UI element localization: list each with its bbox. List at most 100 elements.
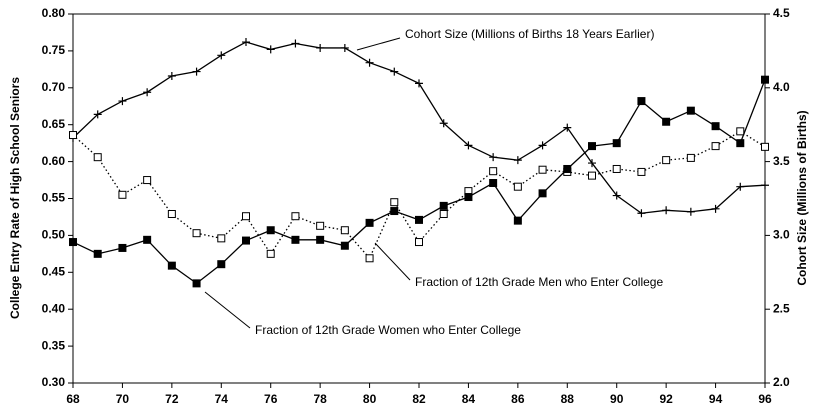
- point: [538, 189, 547, 198]
- x-tick-label: 96: [758, 392, 772, 406]
- point: [612, 164, 621, 173]
- x-tick-label: 74: [215, 392, 229, 406]
- point: [637, 97, 646, 106]
- leader-line: [204, 291, 251, 329]
- point: [143, 235, 152, 244]
- point: [365, 218, 374, 227]
- point: [242, 212, 250, 221]
- point: [390, 67, 399, 76]
- point: [415, 238, 423, 247]
- point: [93, 153, 102, 162]
- point: [513, 182, 522, 191]
- point: [217, 260, 226, 269]
- y-tick-label: 0.65: [42, 117, 66, 131]
- x-tick-label: 76: [264, 392, 278, 406]
- point: [439, 201, 448, 210]
- point: [662, 206, 671, 215]
- x-tick-label: 80: [363, 392, 377, 406]
- point: [340, 241, 349, 250]
- x-tick-label: 78: [313, 392, 327, 406]
- point: [637, 209, 646, 218]
- x-tick-label: 72: [165, 392, 179, 406]
- point: [69, 238, 77, 247]
- point: [266, 249, 275, 258]
- point: [513, 216, 522, 225]
- point: [736, 139, 745, 148]
- point: [563, 164, 572, 173]
- point: [69, 131, 77, 140]
- point: [662, 117, 671, 126]
- y-axis-label: College Entry Rate of High School Senior…: [8, 77, 22, 319]
- point: [736, 182, 745, 191]
- point: [761, 75, 769, 84]
- y2-tick-label: 2.0: [773, 375, 790, 389]
- point: [761, 142, 769, 151]
- y2-tick-label: 4.0: [773, 80, 790, 94]
- y-tick-label: 0.35: [42, 338, 66, 352]
- point: [415, 79, 423, 88]
- point: [316, 43, 325, 52]
- point: [192, 279, 201, 288]
- series-label: Cohort Size (Millions of Births 18 Years…: [405, 27, 654, 41]
- point: [612, 191, 621, 200]
- y-tick-label: 0.70: [42, 80, 66, 94]
- point: [390, 198, 399, 207]
- point: [686, 207, 695, 216]
- point: [242, 236, 250, 245]
- point: [489, 167, 498, 176]
- point: [266, 45, 275, 54]
- point: [192, 229, 201, 238]
- point: [340, 226, 349, 235]
- point: [736, 127, 745, 136]
- x-tick-label: 68: [66, 392, 80, 406]
- x-tick-label: 84: [462, 392, 476, 406]
- y2-tick-label: 2.5: [773, 301, 790, 315]
- point: [118, 190, 127, 199]
- point: [266, 226, 275, 235]
- x-tick-label: 70: [116, 392, 130, 406]
- point: [316, 235, 325, 244]
- y2-tick-label: 4.5: [773, 6, 790, 20]
- point: [291, 212, 300, 221]
- series-line: [72, 41, 766, 214]
- point: [662, 156, 671, 165]
- point: [637, 167, 646, 176]
- point: [93, 110, 102, 119]
- y-tick-label: 0.40: [42, 301, 66, 315]
- point: [217, 51, 226, 60]
- point: [489, 153, 498, 162]
- point: [464, 193, 473, 202]
- x-tick-label: 82: [412, 392, 426, 406]
- y2-tick-label: 3.0: [773, 228, 790, 242]
- point: [143, 88, 152, 97]
- point: [340, 43, 349, 52]
- point: [439, 209, 448, 218]
- point: [415, 215, 423, 224]
- y2-tick-label: 3.5: [773, 154, 790, 168]
- point: [513, 156, 522, 165]
- y-tick-label: 0.50: [42, 228, 66, 242]
- point: [143, 176, 152, 185]
- y-tick-label: 0.75: [42, 43, 66, 57]
- x-tick-label: 90: [610, 392, 624, 406]
- x-tick-label: 94: [709, 392, 723, 406]
- point: [761, 181, 769, 190]
- series-line: [72, 79, 766, 285]
- point: [538, 141, 547, 150]
- point: [167, 261, 176, 270]
- point: [563, 123, 572, 132]
- point: [365, 254, 374, 263]
- point: [538, 165, 547, 174]
- y-tick-label: 0.45: [42, 264, 66, 278]
- point: [242, 38, 250, 47]
- y-tick-label: 0.55: [42, 191, 66, 205]
- point: [118, 97, 127, 106]
- x-tick-label: 92: [659, 392, 673, 406]
- point: [118, 243, 127, 252]
- y-tick-label: 0.30: [42, 375, 66, 389]
- point: [390, 207, 399, 216]
- point: [93, 249, 102, 258]
- series-label: Fraction of 12th Grade Women who Enter C…: [255, 323, 521, 337]
- point: [464, 141, 473, 150]
- x-tick-label: 86: [511, 392, 525, 406]
